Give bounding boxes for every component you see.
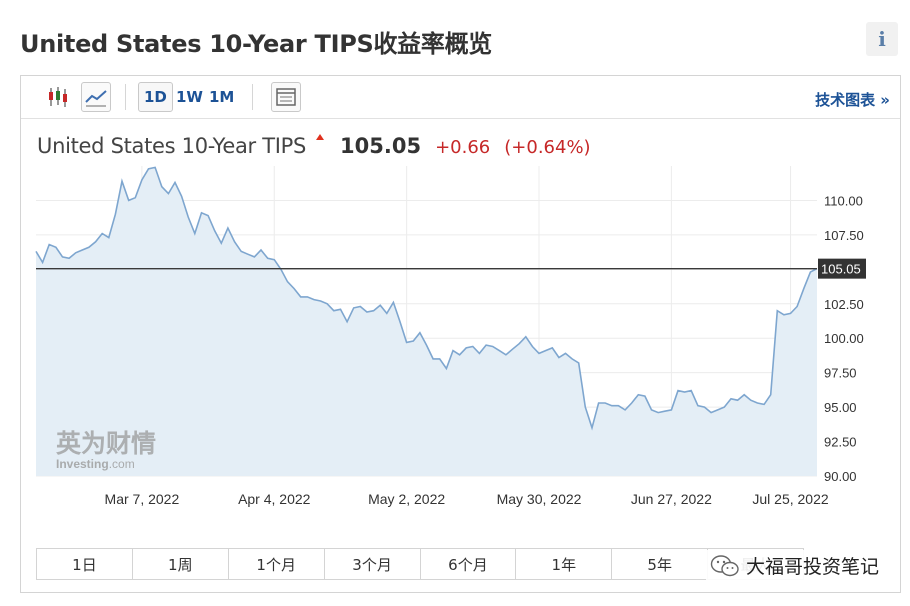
wechat-account-badge: 大福哥投资笔记	[706, 550, 884, 581]
price-change: +0.66	[435, 137, 491, 158]
interval-1m-button[interactable]: 1M	[209, 88, 235, 106]
quote-header: United States 10-Year TIPS 105.05 +0.66 …	[37, 134, 591, 158]
y-tick-label: 90.00	[824, 469, 857, 484]
chart-panel: 1D 1W 1M 技术图表 » United States 10-Year TI…	[20, 75, 901, 593]
current-price-tag: 105.05	[818, 258, 866, 279]
candlestick-icon	[49, 87, 67, 107]
watermark-com-text: .com	[109, 457, 135, 471]
range-button-0[interactable]: 1日	[37, 549, 133, 579]
x-tick-label: May 2, 2022	[368, 491, 445, 507]
wechat-account-name: 大福哥投资笔记	[746, 556, 880, 578]
price-area-fill	[36, 167, 817, 476]
range-button-4[interactable]: 6个月	[421, 549, 517, 579]
price-up-arrow-icon	[316, 134, 325, 140]
candlestick-chart-button[interactable]	[43, 82, 73, 112]
toolbar-divider	[252, 84, 253, 110]
price-chart[interactable]: 英为财情 Investing.com 110.00 107.50 102.50 100…	[21, 76, 900, 546]
panel-layout-icon	[276, 88, 296, 106]
y-tick-label: 97.50	[824, 366, 857, 381]
instrument-name: United States 10-Year TIPS	[37, 134, 307, 158]
y-tick-label: 95.00	[824, 400, 857, 415]
y-tick-label: 110.00	[824, 193, 863, 208]
technical-chart-link[interactable]: 技术图表 »	[815, 91, 890, 109]
current-price-tag-bg	[818, 258, 866, 279]
toolbar-divider	[125, 84, 126, 110]
watermark-chinese: 英为财情	[56, 429, 156, 458]
price-line	[35, 166, 818, 431]
x-tick-label: May 30, 2022	[497, 491, 582, 507]
current-price-label: 105.05	[821, 262, 861, 277]
price-change-percent: (+0.64%)	[504, 137, 591, 158]
line-chart-icon	[85, 90, 107, 107]
interval-1w-button[interactable]: 1W	[176, 88, 203, 106]
y-axis: 110.00 107.50 102.50 100.00 97.50 95.00 92.50 9…	[824, 193, 864, 484]
range-button-5[interactable]: 1年	[516, 549, 613, 579]
x-tick-label: Jul 25, 2022	[752, 491, 828, 507]
page-title: United States 10-Year TIPS收益率概览	[20, 30, 492, 58]
range-button-1[interactable]: 1周	[133, 549, 229, 579]
range-button-6[interactable]: 5年	[612, 549, 709, 579]
info-button[interactable]: i	[866, 22, 898, 56]
x-tick-label: Jun 27, 2022	[631, 491, 712, 507]
x-tick-label: Mar 7, 2022	[105, 491, 180, 507]
range-button-2[interactable]: 1个月	[229, 549, 325, 579]
y-tick-label: 102.50	[824, 297, 864, 312]
x-axis: Mar 7, 2022 Apr 4, 2022 May 2, 2022 May 30,…	[105, 491, 829, 507]
range-button-3[interactable]: 3个月	[325, 549, 421, 579]
y-tick-label: 100.00	[824, 331, 864, 346]
wechat-icon	[710, 554, 739, 576]
investing-watermark: 英为财情 Investing.com	[56, 429, 156, 471]
line-chart-button[interactable]	[81, 82, 111, 112]
time-range-selector: 1日1周1个月3个月6个月1年5年最大	[36, 548, 804, 580]
x-tick-label: Apr 4, 2022	[238, 491, 311, 507]
y-tick-label: 92.50	[824, 435, 857, 450]
watermark-investing: Investing.com	[56, 457, 135, 471]
interval-1d-button[interactable]: 1D	[138, 82, 173, 112]
y-tick-label: 107.50	[824, 228, 864, 243]
chart-settings-button[interactable]	[271, 82, 301, 112]
chart-toolbar: 1D 1W 1M 技术图表 »	[21, 76, 900, 119]
last-price: 105.05	[340, 134, 422, 158]
watermark-investing-text: Investing	[56, 457, 109, 471]
